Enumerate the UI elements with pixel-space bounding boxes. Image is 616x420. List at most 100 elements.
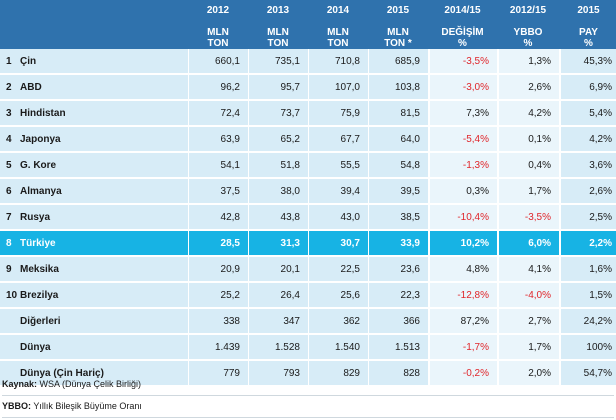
- value-2014-cell: 710,8: [308, 49, 368, 75]
- header-unit-4: DEĞİŞİM %: [428, 25, 497, 49]
- table-row: Diğerleri 338 347 362 366 87,2% 2,7% 24,2%: [0, 309, 616, 335]
- ybbo-cell: 0,4%: [497, 153, 559, 179]
- rank-label: 10: [6, 289, 18, 301]
- ybbo-cell: 2,7%: [497, 309, 559, 335]
- share-cell: 54,7%: [559, 361, 616, 387]
- value-2015-cell: 38,5: [368, 205, 428, 231]
- country-cell: 2 ABD: [0, 75, 188, 101]
- table-row: 7 Rusya 42,8 43,8 43,0 38,5 -10,4% -3,5% 2,5%: [0, 205, 616, 231]
- share-cell: 4,2%: [559, 127, 616, 153]
- value-2014-cell: 362: [308, 309, 368, 335]
- value-2014-cell: 55,5: [308, 153, 368, 179]
- table-body: 1 Çin 660,1 735,1 710,8 685,9 -3,5% 1,3% 45,3% 2 A…: [0, 49, 616, 387]
- source-label: Kaynak:: [2, 379, 38, 389]
- table-row: 2 ABD 96,2 95,7 107,0 103,8 -3,0% 2,6% 6,9%: [0, 75, 616, 101]
- ybbo-cell: 1,7%: [497, 179, 559, 205]
- share-cell: 45,3%: [559, 49, 616, 75]
- ybbo-note: YBBO: Yıllık Bileşik Büyüme Oranı: [2, 396, 614, 418]
- steel-production-table: 2012 2013 2014 2015 2014/15 2012/15 2015 MLN T…: [0, 0, 616, 387]
- rank-label: 5: [6, 159, 12, 171]
- table-row: Dünya 1.439 1.528 1.540 1.513 -1,7% 1,7% 100%: [0, 335, 616, 361]
- country-cell: 4 Japonya: [0, 127, 188, 153]
- value-2012-cell: 96,2: [188, 75, 248, 101]
- value-2015-cell: 22,3: [368, 283, 428, 309]
- change-cell: 10,2%: [428, 231, 497, 257]
- rank-label: 8: [6, 237, 12, 249]
- value-2013-cell: 95,7: [248, 75, 308, 101]
- change-cell: 4,8%: [428, 257, 497, 283]
- rank-label: 4: [6, 133, 12, 145]
- ybbo-cell: 2,0%: [497, 361, 559, 387]
- ybbo-cell: 1,7%: [497, 335, 559, 361]
- country-cell: Dünya (Çin Hariç): [0, 361, 188, 387]
- value-2015-cell: 39,5: [368, 179, 428, 205]
- rank-label: 9: [6, 263, 12, 275]
- value-2014-cell: 67,7: [308, 127, 368, 153]
- change-cell: -0,2%: [428, 361, 497, 387]
- share-cell: 2,6%: [559, 179, 616, 205]
- country-name: Rusya: [20, 211, 51, 223]
- country-name: Meksika: [20, 263, 59, 275]
- value-2013-cell: 20,1: [248, 257, 308, 283]
- country-cell: 10 Brezilya: [0, 283, 188, 309]
- country-cell: 8 Türkiye: [0, 231, 188, 257]
- header-unit-0: MLN TON: [188, 25, 248, 49]
- header-unit-2: MLN TON: [308, 25, 368, 49]
- footnotes: Kaynak: WSA (Dünya Çelik Birliği) YBBO: …: [2, 374, 614, 418]
- ybbo-cell: 2,6%: [497, 75, 559, 101]
- country-name: Almanya: [20, 185, 62, 197]
- country-cell: 5 G. Kore: [0, 153, 188, 179]
- value-2012-cell: 63,9: [188, 127, 248, 153]
- header-period-0: 2012: [188, 0, 248, 25]
- value-2014-cell: 25,6: [308, 283, 368, 309]
- value-2014-cell: 75,9: [308, 101, 368, 127]
- table-row: 1 Çin 660,1 735,1 710,8 685,9 -3,5% 1,3% 45,3%: [0, 49, 616, 75]
- value-2015-cell: 828: [368, 361, 428, 387]
- table-row: 3 Hindistan 72,4 73,7 75,9 81,5 7,3% 4,2% 5,4%: [0, 101, 616, 127]
- ybbo-cell: 0,1%: [497, 127, 559, 153]
- country-cell: Dünya: [0, 335, 188, 361]
- value-2013-cell: 43,8: [248, 205, 308, 231]
- rank-label: 7: [6, 211, 12, 223]
- value-2013-cell: 26,4: [248, 283, 308, 309]
- value-2012-cell: 779: [188, 361, 248, 387]
- table-row: 9 Meksika 20,9 20,1 22,5 23,6 4,8% 4,1% 1,6%: [0, 257, 616, 283]
- value-2015-cell: 64,0: [368, 127, 428, 153]
- ybbo-cell: -3,5%: [497, 205, 559, 231]
- country-cell: 7 Rusya: [0, 205, 188, 231]
- header-unit-6: PAY %: [559, 25, 616, 49]
- ybbo-label: YBBO:: [2, 401, 31, 411]
- share-cell: 24,2%: [559, 309, 616, 335]
- table-header: 2012 2013 2014 2015 2014/15 2012/15 2015 MLN T…: [0, 0, 616, 49]
- header-unit-5: YBBO %: [497, 25, 559, 49]
- value-2012-cell: 20,9: [188, 257, 248, 283]
- ybbo-cell: 1,3%: [497, 49, 559, 75]
- value-2013-cell: 793: [248, 361, 308, 387]
- country-cell: 6 Almanya: [0, 179, 188, 205]
- change-cell: 0,3%: [428, 179, 497, 205]
- value-2013-cell: 735,1: [248, 49, 308, 75]
- share-cell: 5,4%: [559, 101, 616, 127]
- country-name: Dünya: [20, 341, 51, 353]
- header-unit-3: MLN TON *: [368, 25, 428, 49]
- table-row: 5 G. Kore 54,1 51,8 55,5 54,8 -1,3% 0,4% 3,6%: [0, 153, 616, 179]
- value-2015-cell: 685,9: [368, 49, 428, 75]
- country-name: Diğerleri: [20, 315, 61, 327]
- share-cell: 100%: [559, 335, 616, 361]
- change-cell: 7,3%: [428, 101, 497, 127]
- share-cell: 1,5%: [559, 283, 616, 309]
- value-2014-cell: 22,5: [308, 257, 368, 283]
- value-2012-cell: 54,1: [188, 153, 248, 179]
- value-2012-cell: 72,4: [188, 101, 248, 127]
- value-2014-cell: 43,0: [308, 205, 368, 231]
- rank-label: 3: [6, 107, 12, 119]
- table-row: 6 Almanya 37,5 38,0 39,4 39,5 0,3% 1,7% 2,6%: [0, 179, 616, 205]
- country-cell: Diğerleri: [0, 309, 188, 335]
- share-cell: 1,6%: [559, 257, 616, 283]
- country-cell: 3 Hindistan: [0, 101, 188, 127]
- country-name: Hindistan: [20, 107, 66, 119]
- value-2014-cell: 1.540: [308, 335, 368, 361]
- value-2015-cell: 366: [368, 309, 428, 335]
- share-cell: 2,2%: [559, 231, 616, 257]
- ybbo-cell: 6,0%: [497, 231, 559, 257]
